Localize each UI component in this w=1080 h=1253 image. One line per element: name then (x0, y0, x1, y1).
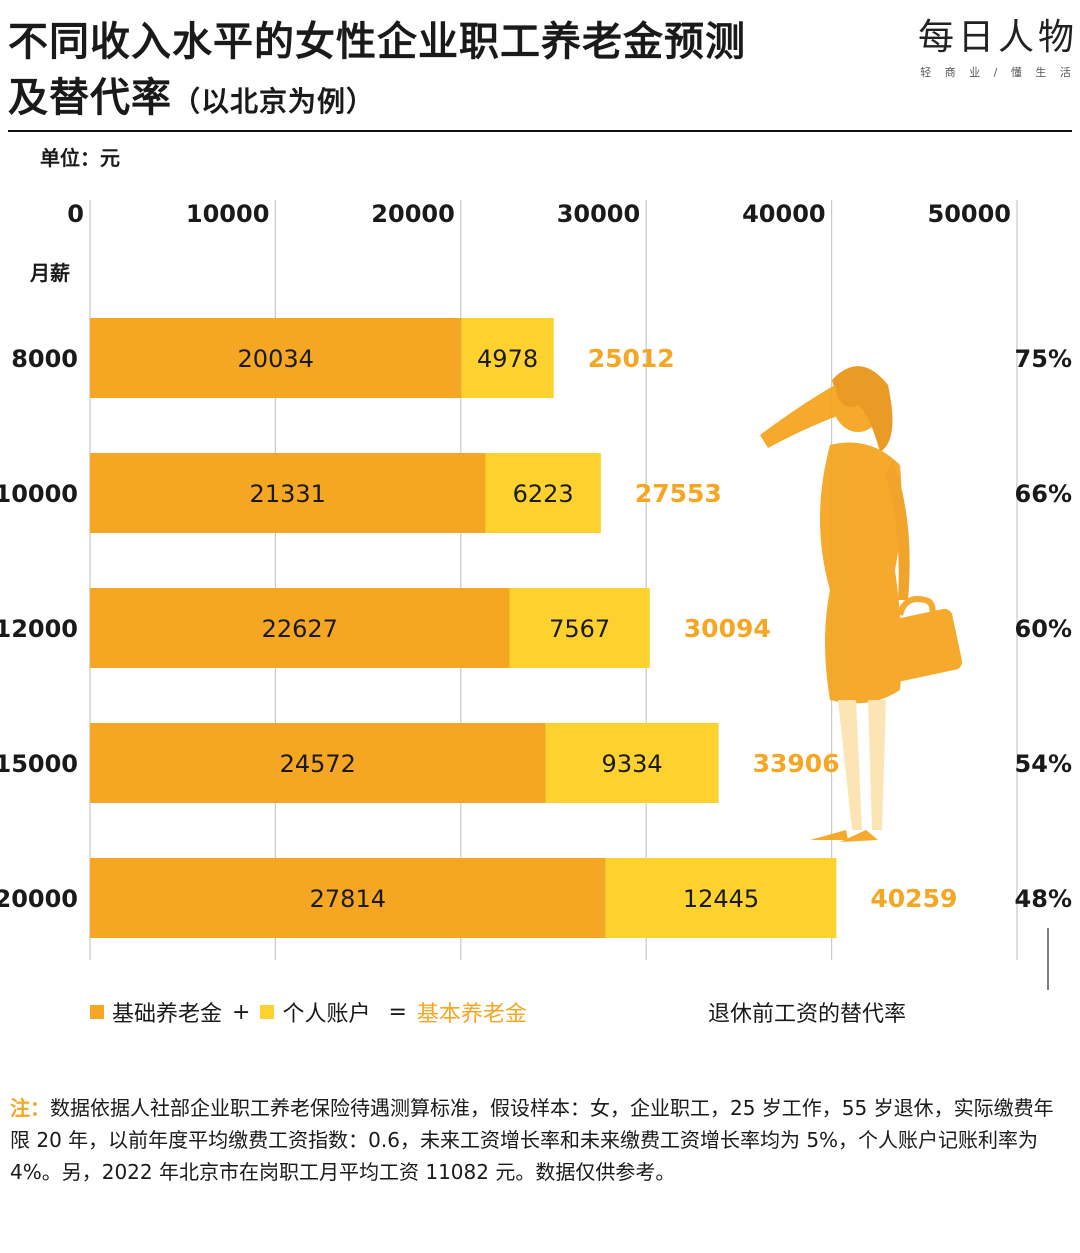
figure-leg-right (868, 700, 886, 830)
figure-hair (832, 366, 893, 452)
footnote: 注：数据依据人社部企业职工养老保险待遇测算标准，假设样本：女，企业职工，25 岁… (10, 1092, 1066, 1188)
data-label-base: 24572 (280, 750, 356, 778)
legend-total: 基本养老金 (416, 1002, 527, 1027)
briefcase-icon (873, 608, 963, 684)
replacement-rate: 75% (1015, 345, 1072, 373)
category-label: 12000 (0, 615, 78, 643)
x-tick-label: 40000 (742, 200, 826, 228)
legend-equals: = (388, 999, 407, 1025)
data-label-total: 30094 (684, 614, 771, 643)
category-label: 8000 (11, 345, 78, 373)
bar-base (90, 318, 462, 398)
replacement-rate: 66% (1015, 480, 1072, 508)
bar-personal (605, 858, 837, 938)
bar-personal (461, 318, 554, 398)
footnote-label: 注： (10, 1096, 50, 1120)
legend-swatch-personal (260, 1005, 275, 1019)
rate-bracket (1047, 928, 1049, 990)
title-line1: 不同收入水平的女性企业职工养老金预测 (8, 19, 746, 65)
replacement-rate: 48% (1015, 885, 1072, 913)
bar-base (90, 588, 510, 668)
legend-personal: 个人账户 (282, 1002, 371, 1027)
brand: 每日人物 轻 商 业 / 懂 生 活 (918, 18, 1078, 80)
title-sub: （以北京为例） (172, 85, 376, 118)
replacement-rate: 54% (1015, 750, 1072, 778)
briefcase-handle (897, 596, 936, 619)
shoe-left (810, 830, 848, 840)
x-tick-label: 50000 (928, 200, 1012, 228)
title-line2: 及替代率 (8, 75, 172, 121)
brand-logo: 每日人物 (918, 17, 1079, 58)
chart-title: 不同收入水平的女性企业职工养老金预测 及替代率（以北京为例） (8, 14, 746, 130)
woman-illustration (760, 366, 963, 842)
category-label: 10000 (0, 480, 78, 508)
data-label-total: 27553 (635, 479, 722, 508)
data-label-base: 20034 (238, 345, 314, 373)
bar-base (90, 453, 486, 533)
x-tick-label: 0 (67, 200, 84, 228)
brand-tagline: 轻 商 业 / 懂 生 活 (920, 66, 1076, 79)
legend-swatch-base (90, 1005, 104, 1019)
data-label-base: 22627 (262, 615, 338, 643)
footnote-text: 数据依据人社部企业职工养老保险待遇测算标准，假设样本：女，企业职工，25 岁工作… (10, 1096, 1054, 1184)
figure-leg-left (838, 700, 862, 830)
replacement-rate: 60% (1015, 615, 1072, 643)
pension-bar-chart: 0 10000 20000 30000 40000 50000 8000 20034 4978… (0, 200, 1072, 990)
data-label-personal: 9334 (602, 750, 663, 778)
replacement-rate-label: 退休前工资的替代率 (708, 1002, 907, 1027)
shoe-right (840, 830, 878, 842)
legend-plus: + (232, 999, 251, 1025)
data-label-personal: 6223 (513, 480, 574, 508)
category-axis-label: 月薪 (29, 261, 70, 285)
unit-label: 单位：元 (40, 146, 120, 170)
legend-base: 基础养老金 (112, 1002, 223, 1027)
bar-personal (509, 588, 650, 668)
x-tick-label: 30000 (557, 200, 641, 228)
category-label: 20000 (0, 885, 78, 913)
data-label-base: 27814 (310, 885, 386, 913)
bar-base (90, 723, 546, 803)
data-label-total: 33906 (753, 749, 840, 778)
bar-base (90, 858, 606, 938)
bar-personal (485, 453, 601, 533)
data-label-base: 21331 (250, 480, 326, 508)
data-label-personal: 4978 (477, 345, 538, 373)
x-tick-label: 10000 (186, 200, 270, 228)
data-label-personal: 7567 (549, 615, 610, 643)
x-tick-label: 20000 (371, 200, 455, 228)
data-label-total: 25012 (588, 344, 675, 373)
legend: 基础养老金 + 个人账户 = 基本养老金 (90, 996, 527, 1028)
category-label: 15000 (0, 750, 78, 778)
data-label-personal: 12445 (683, 885, 759, 913)
figure-arm-raised (760, 385, 840, 448)
header-divider (8, 130, 1072, 132)
bar-personal (545, 723, 719, 803)
data-label-total: 40259 (870, 884, 957, 913)
figure-arm-lowered (885, 460, 910, 600)
